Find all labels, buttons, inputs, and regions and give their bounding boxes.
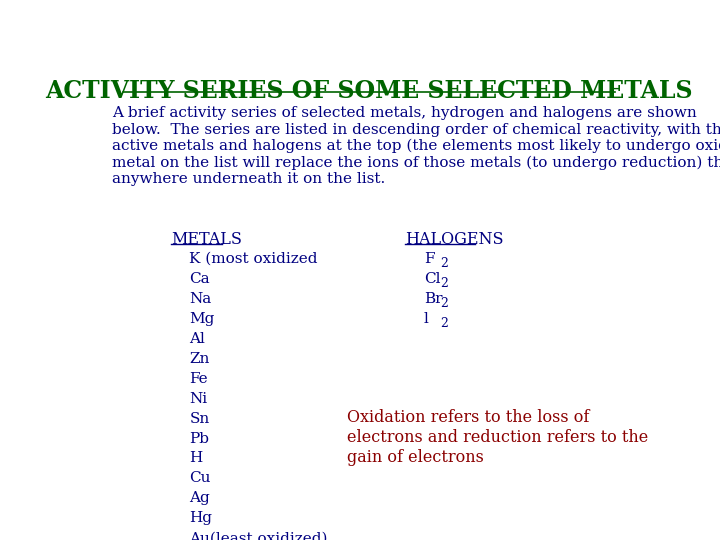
Text: Fe: Fe	[189, 372, 208, 386]
Text: Cl: Cl	[423, 272, 440, 286]
Text: Ni: Ni	[189, 392, 207, 406]
Text: l: l	[423, 312, 428, 326]
Text: 2: 2	[441, 277, 449, 291]
Text: H: H	[189, 451, 202, 465]
Text: 2: 2	[441, 297, 449, 310]
Text: Ag: Ag	[189, 491, 210, 505]
Text: ACTIVITY SERIES OF SOME SELECTED METALS: ACTIVITY SERIES OF SOME SELECTED METALS	[45, 79, 693, 103]
Text: Pb: Pb	[189, 431, 210, 446]
Text: Sn: Sn	[189, 411, 210, 426]
Text: Cu: Cu	[189, 471, 211, 485]
Text: Hg: Hg	[189, 511, 212, 525]
Text: Ca: Ca	[189, 272, 210, 286]
Text: 2: 2	[441, 317, 449, 330]
Text: Mg: Mg	[189, 312, 215, 326]
Text: K (most oxidized: K (most oxidized	[189, 252, 318, 266]
Text: A brief activity series of selected metals, hydrogen and halogens are shown
belo: A brief activity series of selected meta…	[112, 106, 720, 186]
Text: F: F	[423, 252, 434, 266]
Text: Oxidation refers to the loss of
electrons and reduction refers to the
gain of el: Oxidation refers to the loss of electron…	[347, 409, 648, 465]
Text: Zn: Zn	[189, 352, 210, 366]
Text: Na: Na	[189, 292, 212, 306]
Text: HALOGENS: HALOGENS	[405, 231, 504, 248]
Text: Al: Al	[189, 332, 205, 346]
Text: Au(least oxidized): Au(least oxidized)	[189, 531, 328, 540]
Text: METALS: METALS	[171, 231, 242, 248]
Text: Br: Br	[423, 292, 442, 306]
Text: 2: 2	[441, 258, 449, 271]
